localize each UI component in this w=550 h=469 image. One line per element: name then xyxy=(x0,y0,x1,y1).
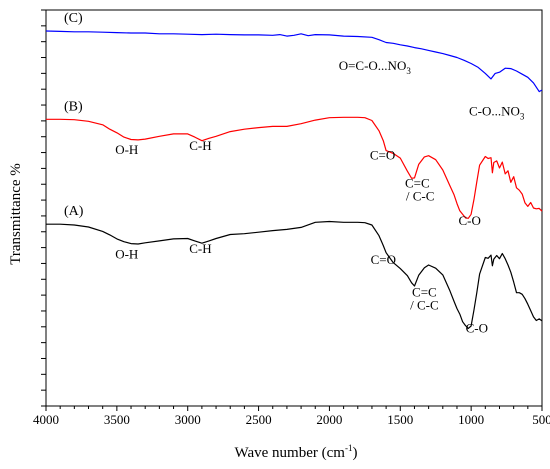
panel-label-b: (B) xyxy=(64,99,83,114)
peak-annotation: O=C-O...NO3 xyxy=(339,58,412,76)
y-axis-title: Transmittance % xyxy=(8,163,24,265)
peak-annotation-text: C-O xyxy=(459,213,481,228)
x-tick-label: 2000 xyxy=(316,412,342,427)
x-tick-label: 1000 xyxy=(458,412,484,427)
peak-annotation-text: C=C xyxy=(405,175,430,190)
y-axis xyxy=(41,9,46,407)
peak-annotation-text: O-H xyxy=(115,247,138,262)
peak-annotation-text: O=C-O...NO xyxy=(339,58,407,73)
peak-annotation-subscript: 3 xyxy=(406,66,411,76)
peak-annotation: O-H xyxy=(115,247,138,262)
x-tick-label: 500 xyxy=(532,412,550,427)
peak-annotation-subscript: 3 xyxy=(520,112,525,122)
peak-annotation: C=O xyxy=(371,252,396,267)
x-axis-title: Wave number (cm-1) xyxy=(235,443,358,461)
peak-annotation-text: C-O xyxy=(466,320,488,335)
peak-annotation: C-H xyxy=(189,138,211,153)
peak-annotation-text: C-O...NO xyxy=(469,104,520,119)
peak-annotation: C=C xyxy=(412,285,437,300)
peak-annotation: C-H xyxy=(189,241,211,256)
peak-annotation-text: C=O xyxy=(371,252,396,267)
series-line-b xyxy=(46,116,543,219)
peak-annotation: C=C xyxy=(405,175,430,190)
peak-annotation: C-O xyxy=(459,213,481,228)
peak-annotation: O-H xyxy=(115,142,138,157)
peak-annotation-text: C-H xyxy=(189,138,211,153)
plot-frame xyxy=(45,9,543,407)
peak-annotation-text: / C-C xyxy=(406,188,435,203)
peak-annotation: C=O xyxy=(370,148,395,163)
peak-annotation-text: / C-C xyxy=(410,297,439,312)
series-layer xyxy=(45,30,543,329)
peak-annotation-text: C-H xyxy=(189,241,211,256)
peak-annotation: / C-C xyxy=(406,188,435,203)
series-line-a xyxy=(46,220,543,329)
peak-annotation: / C-C xyxy=(410,297,439,312)
peak-annotation-text: C=C xyxy=(412,285,437,300)
panel-label-c: (C) xyxy=(64,11,83,26)
x-tick-label: 1500 xyxy=(387,412,413,427)
series-line-c xyxy=(45,30,543,93)
x-axis: 4000 3500 3000 2500 2000 1500 1000 500 xyxy=(33,406,550,427)
peak-annotation: C-O...NO3 xyxy=(469,104,525,122)
peak-annotation-text: C=O xyxy=(370,148,395,163)
x-tick-label: 3500 xyxy=(104,412,130,427)
x-tick-label: 2500 xyxy=(246,412,272,427)
x-tick-label: 4000 xyxy=(33,412,59,427)
panel-label-a: (A) xyxy=(64,204,84,219)
x-tick-label: 3000 xyxy=(175,412,201,427)
peak-annotation: C-O xyxy=(466,320,488,335)
plot-border xyxy=(45,9,543,407)
peak-annotation-text: O-H xyxy=(115,142,138,157)
